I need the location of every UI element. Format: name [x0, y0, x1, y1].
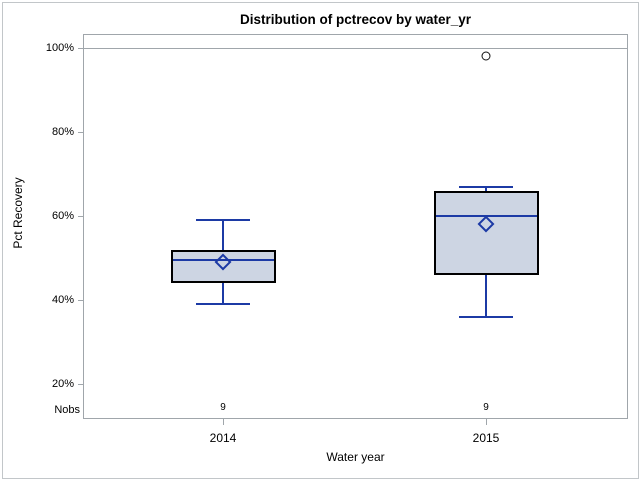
x-axis-title: Water year	[326, 450, 385, 464]
nobs-value-2014: 9	[220, 402, 226, 413]
x-category-label-2015: 2015	[472, 431, 500, 445]
box-2014	[170, 250, 276, 283]
x-tick-2015	[486, 419, 487, 425]
plot-area-frame	[83, 34, 628, 419]
y-tick	[78, 216, 83, 217]
box-2015	[433, 191, 539, 275]
y-tick	[78, 132, 83, 133]
whisker-cap-lower-2015	[459, 316, 513, 318]
whisker-lower-2015	[485, 275, 487, 317]
y-tick	[78, 48, 83, 49]
whisker-cap-upper-2015	[459, 186, 513, 188]
whisker-upper-2015	[485, 187, 487, 191]
y-tick	[78, 300, 83, 301]
y-tick-label: 40%	[51, 294, 74, 306]
y-tick-label: 20%	[51, 378, 74, 390]
x-tick-2014	[223, 419, 224, 425]
y-tick-label: 80%	[51, 126, 74, 138]
y-tick-label: 60%	[51, 210, 74, 222]
nobs-value-2015: 9	[483, 402, 489, 413]
refline-100pct	[83, 48, 628, 49]
median-line-2015	[435, 215, 537, 217]
y-tick-label: 100%	[45, 42, 74, 54]
whisker-cap-lower-2014	[196, 303, 250, 305]
nobs-row-label: Nobs	[54, 404, 80, 416]
chart-title: Distribution of pctrecov by water_yr	[239, 12, 472, 27]
outlier-point-2015	[481, 51, 491, 61]
median-line-2014	[172, 259, 274, 261]
whisker-lower-2014	[222, 283, 224, 304]
x-category-label-2014: 2014	[209, 431, 237, 445]
whisker-cap-upper-2014	[196, 219, 250, 221]
whisker-upper-2014	[222, 220, 224, 250]
y-tick	[78, 384, 83, 385]
